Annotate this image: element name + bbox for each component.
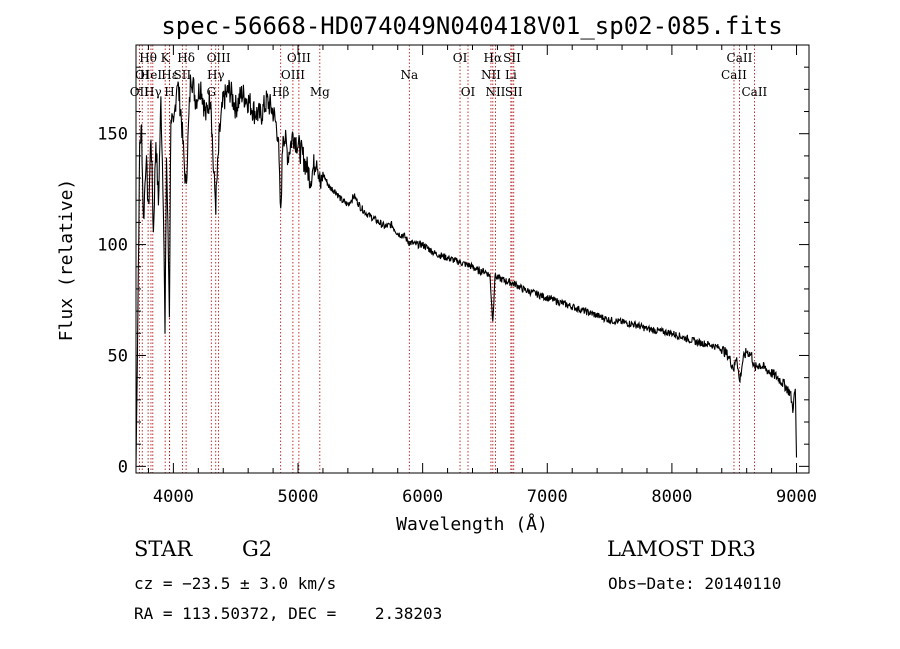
flux-series-line <box>135 74 798 467</box>
chart-title: spec-56668-HD074049N040418V01_sp02-085.f… <box>161 12 782 40</box>
line-label: Hε <box>161 68 178 82</box>
line-label: Hδ <box>177 51 195 65</box>
line-label: OI <box>135 68 150 82</box>
line-label: CaII <box>721 68 747 82</box>
y-axis-label: Flux (relative) <box>56 179 77 342</box>
coordinates: RA = 113.50372, DEC = 2.38203 <box>134 604 443 623</box>
line-label: OIII <box>207 51 231 65</box>
x-tick-label: 4000 <box>153 487 194 507</box>
line-label: H <box>164 85 174 99</box>
line-label: K <box>161 51 171 65</box>
line-label: Hθ <box>139 51 157 65</box>
line-label: NII <box>485 85 505 99</box>
line-label: OIII <box>281 68 305 82</box>
x-tick-label: 9000 <box>776 487 817 507</box>
line-label: SII <box>174 68 192 82</box>
line-label: Hγ <box>144 85 162 99</box>
y-tick-label: 100 <box>97 236 128 256</box>
line-label: G <box>206 85 216 99</box>
line-label: Mg <box>310 85 330 99</box>
survey-name: LAMOST DR3 <box>607 537 756 561</box>
line-label: OI <box>461 85 476 99</box>
x-tick-label: 8000 <box>651 487 692 507</box>
redshift-readout: cz = −23.5 ± 3.0 km/s <box>134 574 337 593</box>
line-label: NII <box>481 68 501 82</box>
object-type: STAR <box>134 537 193 561</box>
line-label: CaII <box>727 51 753 65</box>
line-label: Hβ <box>272 85 289 99</box>
line-label: OI <box>453 51 468 65</box>
y-tick-label: 50 <box>108 346 128 366</box>
line-label: HeI <box>140 68 163 82</box>
line-label: Na <box>400 68 418 82</box>
line-label: Hα <box>484 51 503 65</box>
line-label: OIII <box>287 51 311 65</box>
x-axis-label: Wavelength (Å) <box>396 513 548 535</box>
line-label: CaII <box>741 85 767 99</box>
spectral-subclass: G2 <box>242 537 273 561</box>
obs-date: Obs−Date: 20140110 <box>608 574 782 593</box>
x-tick-label: 7000 <box>527 487 568 507</box>
line-label: OII <box>130 85 150 99</box>
line-label: SII <box>503 51 521 65</box>
y-tick-label: 150 <box>97 125 128 145</box>
x-axis-ticks: 4000 5000 6000 7000 8000 9000 <box>147 45 817 507</box>
y-tick-label: 0 <box>118 457 128 477</box>
line-label: SII <box>505 85 523 99</box>
x-tick-label: 6000 <box>402 487 443 507</box>
line-label: Li <box>505 68 517 82</box>
y-axis-ticks: 0 50 100 150 <box>97 66 809 477</box>
x-tick-label: 5000 <box>278 487 319 507</box>
line-label: Hγ <box>207 68 225 82</box>
